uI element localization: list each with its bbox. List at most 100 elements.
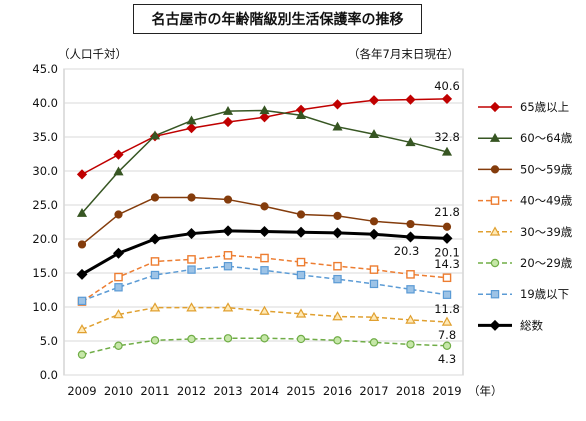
data-point	[112, 247, 125, 259]
data-point	[295, 226, 307, 238]
x-tick-label: 2010	[104, 384, 133, 398]
data-label: 4.3	[438, 352, 456, 366]
data-point	[149, 233, 161, 245]
data-point	[114, 283, 123, 292]
data-label: 40.6	[434, 79, 460, 93]
series-points	[76, 93, 453, 359]
data-point	[295, 110, 307, 119]
data-point	[113, 149, 124, 160]
legend-label: 20～29歳	[520, 256, 573, 270]
data-point	[406, 219, 415, 229]
y-tick-label: 30.0	[32, 164, 58, 178]
data-point	[259, 305, 270, 315]
legend-marker	[490, 196, 500, 205]
data-point	[296, 334, 306, 344]
data-label: 20.3	[394, 244, 420, 258]
data-point	[223, 262, 233, 271]
data-point	[150, 336, 160, 345]
data-point	[223, 195, 233, 204]
data-point	[187, 255, 196, 264]
data-point	[406, 285, 415, 294]
data-point	[442, 290, 452, 299]
data-point	[150, 257, 160, 266]
data-point	[260, 202, 269, 211]
legend-label: 総数	[520, 318, 543, 332]
data-point	[187, 334, 196, 344]
y-tick-label: 15.0	[32, 266, 58, 280]
data-point	[369, 265, 379, 274]
data-point	[442, 222, 452, 231]
data-label: 32.8	[434, 130, 460, 144]
data-point	[114, 210, 123, 219]
gridlines	[63, 68, 464, 376]
legend-marker	[490, 258, 500, 268]
data-point	[114, 272, 123, 282]
data-label: 14.3	[434, 257, 460, 271]
x-unit-label: （年）	[468, 384, 503, 398]
y-tick-label: 0.0	[40, 368, 58, 382]
data-point	[295, 308, 307, 318]
data-point	[404, 231, 417, 243]
data-point	[405, 137, 416, 147]
data-point	[259, 105, 270, 115]
legend-marker	[490, 165, 500, 174]
data-point	[186, 302, 197, 312]
data-point	[223, 251, 233, 260]
data-label: 21.8	[434, 205, 460, 219]
data-label: 20.1	[434, 245, 460, 259]
data-point	[187, 193, 196, 202]
legend-marker	[489, 319, 501, 331]
data-point	[332, 311, 343, 321]
data-point	[296, 257, 306, 267]
data-point	[368, 129, 380, 138]
data-point	[260, 266, 269, 275]
data-point	[369, 279, 379, 289]
legend-marker	[490, 290, 500, 299]
x-tick-label: 2012	[177, 384, 206, 398]
data-labels: 40.6 32.8 21.8 20.3 20.114.3 11.8 7.8 4.3	[394, 79, 460, 366]
data-point	[222, 105, 234, 115]
data-point	[441, 146, 453, 156]
data-point	[296, 210, 306, 219]
legend-label: 60～64歳	[520, 131, 573, 145]
data-point	[406, 270, 415, 279]
data-point	[405, 314, 416, 324]
data-point	[150, 270, 160, 280]
data-point	[77, 240, 87, 249]
y-tick-label: 45.0	[32, 62, 58, 76]
data-label: 7.8	[438, 328, 456, 342]
data-point	[222, 116, 234, 128]
data-point	[222, 302, 234, 312]
data-point	[296, 270, 306, 280]
data-point	[76, 324, 88, 334]
data-point	[186, 123, 197, 134]
data-point	[259, 112, 270, 123]
legend-label: 65歳以上	[520, 100, 569, 114]
x-tick-label: 2018	[396, 384, 425, 398]
y-unit-label: （人口千対）	[58, 47, 127, 61]
data-point	[333, 336, 342, 345]
x-tick-label: 2011	[140, 384, 169, 398]
data-point	[149, 130, 161, 140]
data-point	[441, 232, 453, 244]
data-point	[222, 225, 234, 237]
legend-marker	[489, 226, 501, 236]
data-point	[405, 94, 416, 105]
data-point	[369, 338, 379, 347]
x-tick-label: 2014	[250, 384, 279, 398]
data-point	[333, 211, 342, 220]
x-tick-label: 2009	[67, 384, 96, 398]
data-point	[260, 253, 269, 263]
x-tick-label: 2015	[286, 384, 315, 398]
data-point	[331, 227, 344, 239]
data-point	[76, 268, 88, 280]
data-point	[114, 341, 123, 350]
data-point	[185, 228, 198, 240]
data-point	[77, 350, 87, 359]
data-point	[442, 341, 452, 350]
data-point	[332, 121, 343, 131]
x-tick-label: 2016	[323, 384, 352, 398]
data-point	[186, 115, 197, 125]
x-tick-label: 2017	[359, 384, 388, 398]
data-label: 11.8	[434, 302, 460, 316]
